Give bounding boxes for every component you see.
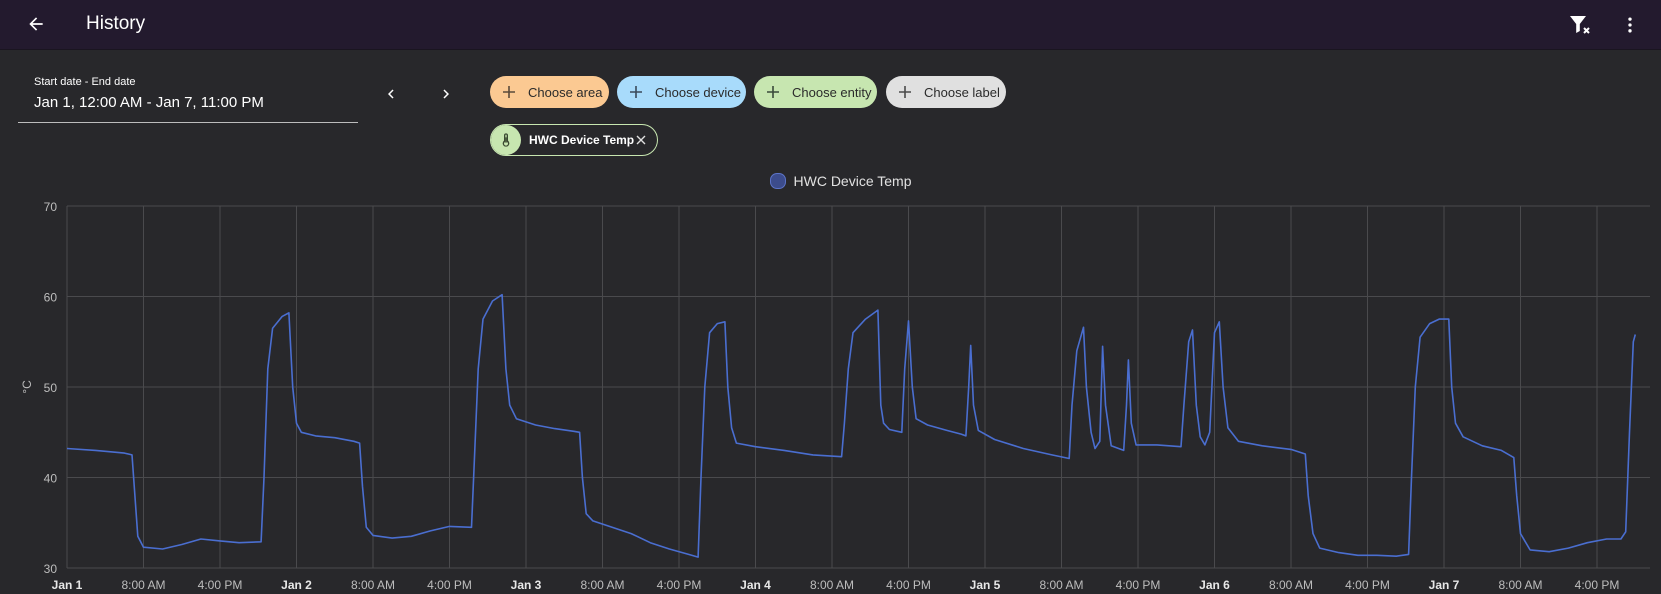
chevron-left-icon: [388, 89, 394, 99]
x-tick-label: 8:00 AM: [580, 578, 624, 592]
chart-legend[interactable]: HWC Device Temp: [0, 171, 1661, 191]
plus-icon: [767, 86, 779, 98]
arrow-left-icon: [29, 17, 43, 31]
previous-range-button[interactable]: [377, 80, 405, 108]
choose-entity-label: Choose entity: [792, 84, 872, 100]
x-tick-label: 4:00 PM: [198, 578, 243, 592]
back-button[interactable]: [22, 10, 50, 38]
choose-area-chip[interactable]: Choose area: [490, 76, 609, 108]
thermometer-icon: [502, 133, 510, 147]
y-axis-label: °C: [20, 380, 34, 394]
x-tick-label: 4:00 PM: [1575, 578, 1620, 592]
overflow-menu-button[interactable]: [1616, 11, 1644, 39]
legend-swatch: [769, 173, 786, 189]
x-tick-label: 8:00 AM: [1498, 578, 1542, 592]
page-title: History: [86, 13, 146, 34]
choose-device-label: Choose device: [655, 84, 741, 100]
choose-area-label: Choose area: [528, 84, 603, 100]
choose-label-chip[interactable]: Choose label: [886, 76, 1006, 108]
selected-entity-label: HWC Device Temp: [529, 133, 635, 147]
x-tick-label: 8:00 AM: [121, 578, 165, 592]
y-tick-label: 70: [44, 200, 58, 214]
choose-device-chip[interactable]: Choose device: [617, 76, 746, 108]
next-range-button[interactable]: [432, 80, 460, 108]
x-tick-label: 4:00 PM: [427, 578, 472, 592]
x-tick-label: Jan 4: [740, 578, 771, 592]
date-range-picker[interactable]: Start date - End date Jan 1, 12:00 AM - …: [18, 66, 358, 123]
x-tick-label: Jan 7: [1429, 578, 1460, 592]
x-tick-label: 4:00 PM: [886, 578, 931, 592]
dots-vertical-icon: [1628, 17, 1632, 33]
x-tick-label: Jan 2: [281, 578, 312, 592]
x-tick-label: 8:00 AM: [1039, 578, 1083, 592]
x-tick-label: Jan 5: [970, 578, 1001, 592]
y-tick-label: 50: [44, 381, 58, 395]
selected-entity-chip[interactable]: HWC Device Temp: [490, 124, 658, 156]
history-chart[interactable]: 30 40 50 60 70 Jan 1 8:00 AM 4:00 PM Jan 2 8:00 A…: [0, 190, 1661, 594]
filter-remove-icon: [1570, 16, 1590, 34]
y-tick-label: 40: [44, 472, 58, 486]
close-icon[interactable]: [635, 134, 647, 146]
top-app-bar: History: [0, 0, 1661, 50]
date-range-label: Start date - End date: [34, 76, 136, 88]
x-tick-label: 4:00 PM: [1116, 578, 1161, 592]
plus-icon: [899, 86, 911, 98]
legend-label: HWC Device Temp: [793, 173, 912, 189]
x-tick-label: 4:00 PM: [1345, 578, 1390, 592]
entity-avatar: [491, 125, 521, 155]
x-tick-label: Jan 6: [1199, 578, 1230, 592]
clear-filters-button[interactable]: [1566, 11, 1594, 39]
y-tick-label: 30: [44, 562, 58, 576]
x-tick-label: Jan 1: [52, 578, 83, 592]
series-line: [66, 293, 1637, 558]
x-tick-label: Jan 3: [511, 578, 542, 592]
choose-label-label: Choose label: [924, 84, 1000, 100]
x-tick-label: 8:00 AM: [1269, 578, 1313, 592]
choose-entity-chip[interactable]: Choose entity: [754, 76, 877, 108]
x-tick-label: 8:00 AM: [810, 578, 854, 592]
y-tick-label: 60: [44, 291, 58, 305]
plus-icon: [630, 86, 642, 98]
x-tick-label: 8:00 AM: [351, 578, 395, 592]
x-tick-label: 4:00 PM: [657, 578, 702, 592]
plus-icon: [503, 86, 515, 98]
date-range-value: Jan 1, 12:00 AM - Jan 7, 11:00 PM: [34, 94, 264, 111]
chevron-right-icon: [443, 89, 449, 99]
